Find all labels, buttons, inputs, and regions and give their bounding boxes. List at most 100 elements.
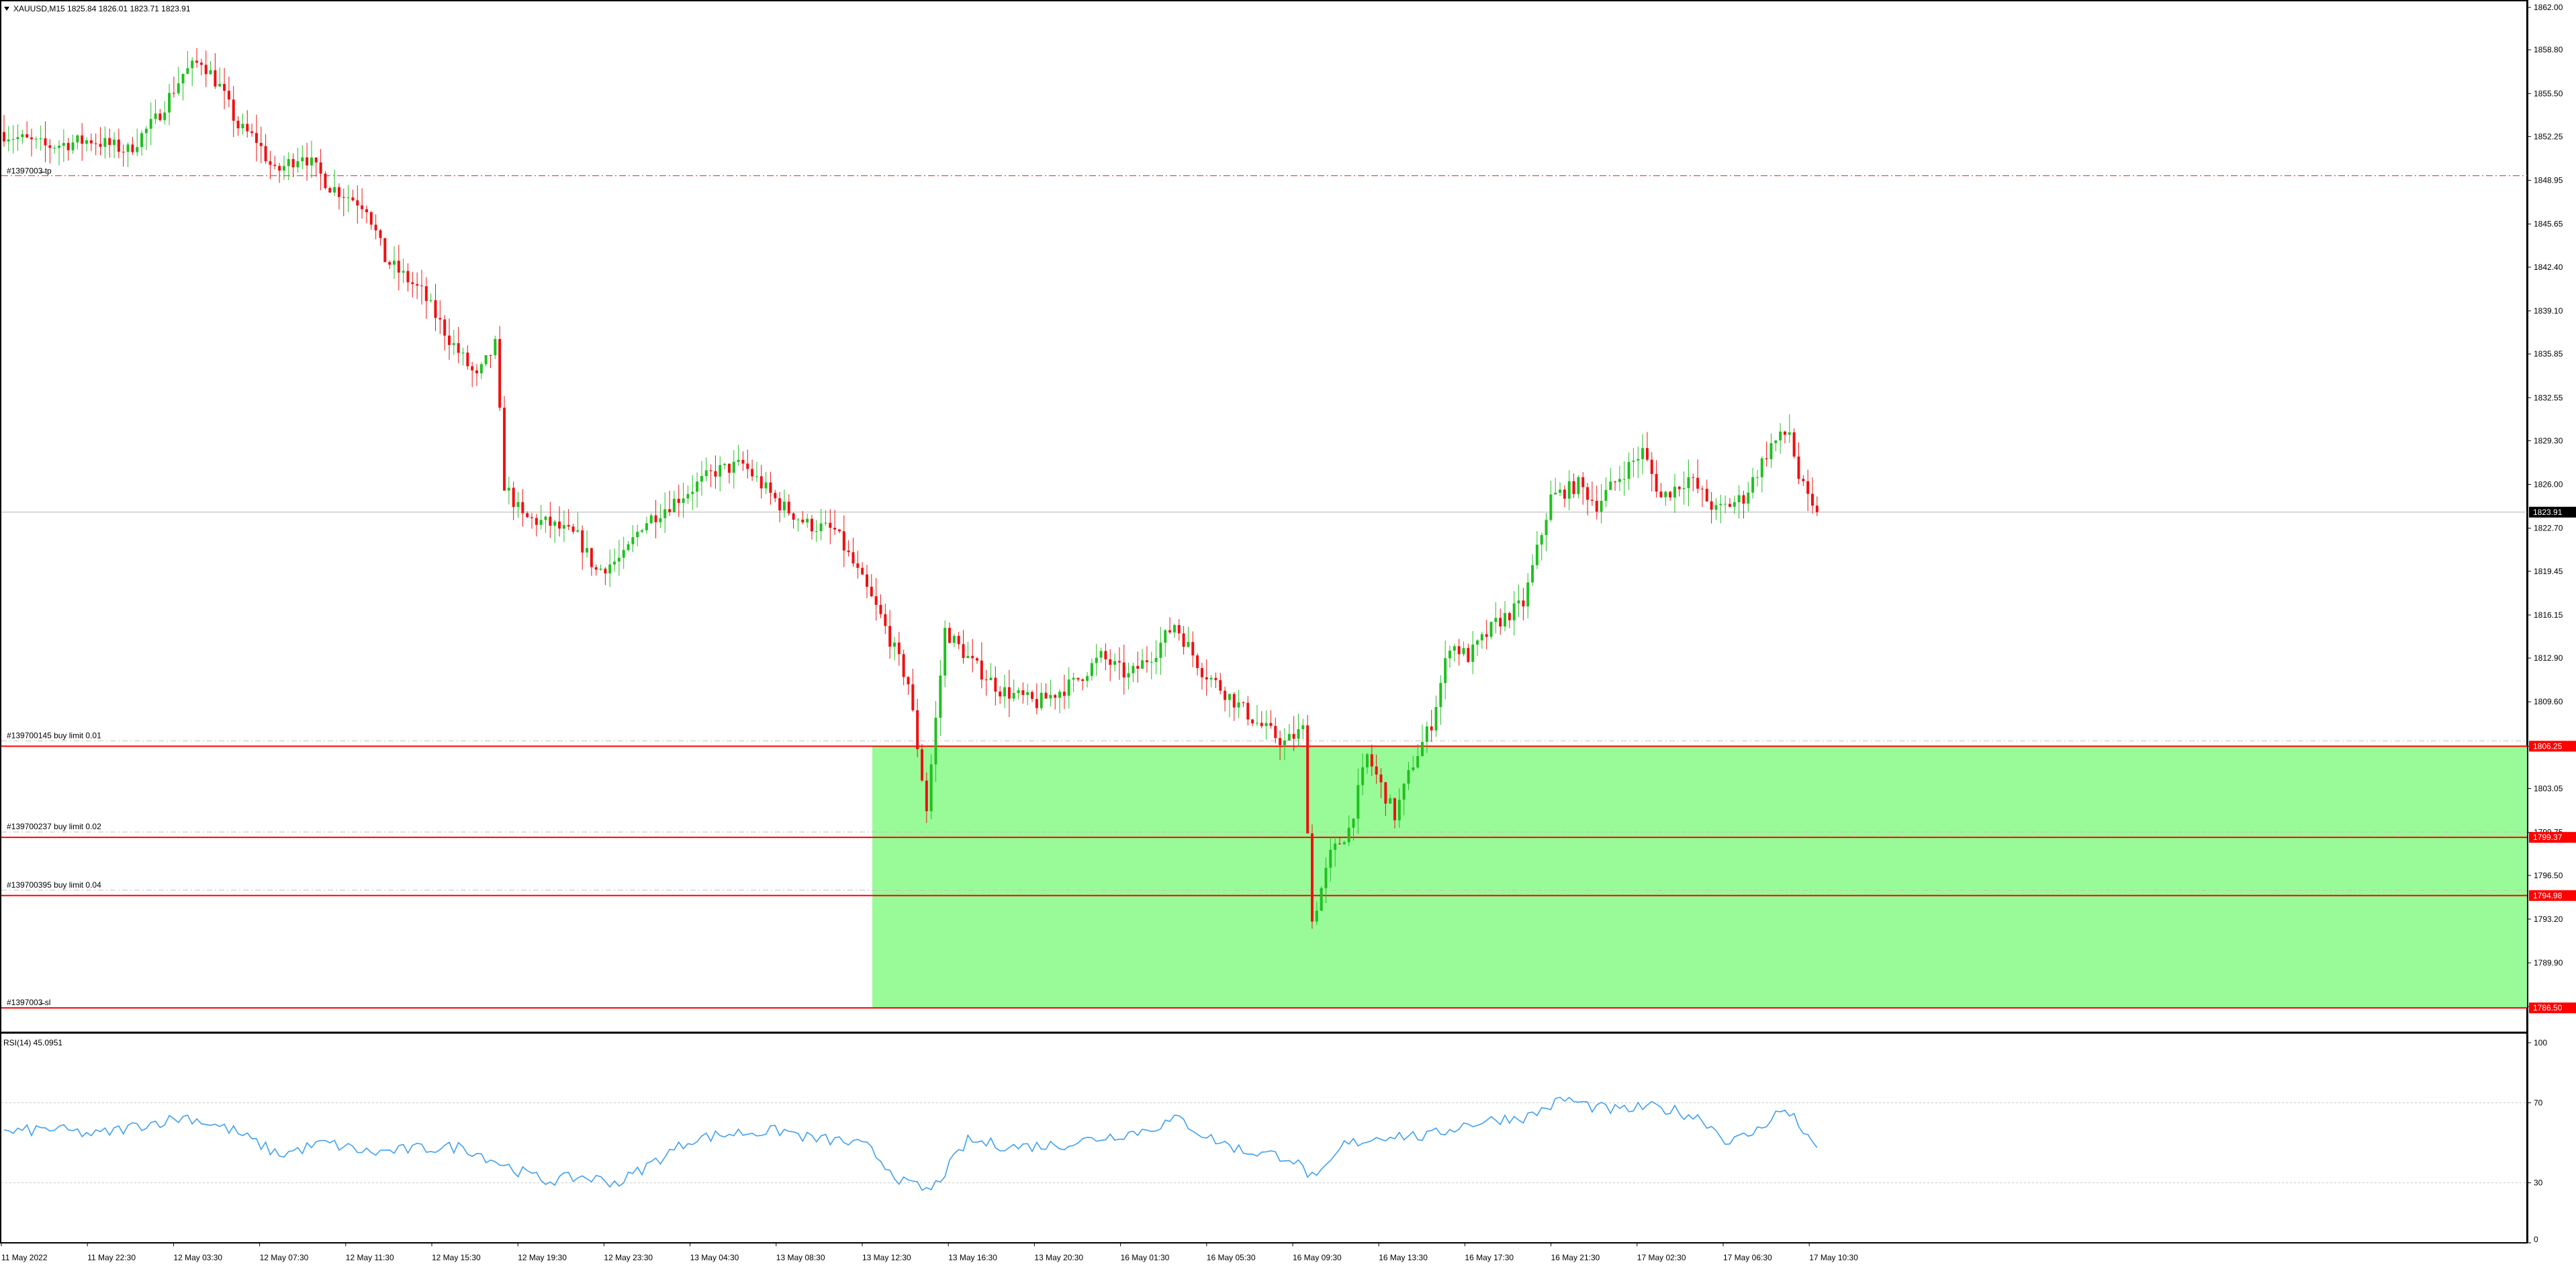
- candle-body: [361, 205, 364, 209]
- candle-body: [1705, 488, 1708, 502]
- candle-body: [966, 655, 970, 659]
- candle-body: [1255, 722, 1258, 724]
- candle-body: [1090, 663, 1093, 676]
- candle-body: [66, 142, 70, 150]
- candle-body: [1154, 657, 1158, 662]
- candle-body: [439, 318, 442, 320]
- candle-body: [1329, 849, 1332, 868]
- candle-body: [1788, 432, 1791, 435]
- time-tick-label: 16 May 05:30: [1207, 1253, 1256, 1262]
- candle-body: [581, 530, 584, 553]
- candle-body: [62, 142, 65, 146]
- candle-body: [737, 459, 740, 462]
- candle-body: [1673, 486, 1676, 498]
- candle-body: [1269, 722, 1273, 726]
- candle-body: [929, 764, 933, 812]
- candle-body: [337, 187, 340, 197]
- candle-body: [824, 522, 827, 524]
- candle-body: [1737, 495, 1741, 502]
- candle-body: [1026, 692, 1029, 696]
- candle-body: [149, 119, 152, 129]
- candle-body: [691, 491, 694, 494]
- candle-body: [58, 145, 61, 148]
- candle-body: [1297, 729, 1300, 739]
- price-tick-label: 1789.90: [2534, 958, 2563, 968]
- candle-body: [1342, 842, 1346, 845]
- candle-body: [420, 285, 423, 287]
- current-price-tag: 1823.91: [2533, 508, 2563, 517]
- candle-body: [1109, 659, 1112, 665]
- candle-body: [475, 370, 479, 374]
- candle-body: [1191, 642, 1195, 656]
- candle-body: [952, 636, 956, 643]
- candle-body: [1655, 473, 1658, 492]
- triangle-down-icon[interactable]: [4, 7, 9, 11]
- candle-body: [140, 133, 144, 148]
- candle-body: [232, 99, 235, 121]
- candle-body: [1664, 491, 1667, 498]
- time-tick-label: 12 May 11:30: [346, 1253, 394, 1262]
- candle-body: [484, 355, 488, 365]
- candle-body: [1659, 491, 1663, 498]
- candle-body: [641, 530, 644, 532]
- candle-body: [1567, 481, 1571, 499]
- candle-body: [1637, 459, 1640, 461]
- candle-body: [604, 568, 607, 574]
- stop-loss-label: #1397003̶̶ sl: [7, 998, 50, 1007]
- candle-body: [328, 188, 332, 193]
- candle-body: [1389, 798, 1392, 804]
- candle-body: [1747, 492, 1750, 504]
- candle-body: [48, 145, 52, 148]
- candle-body: [1246, 702, 1250, 720]
- candle-body: [1242, 702, 1245, 704]
- candle-body: [324, 173, 327, 189]
- price-tick-label: 1852.25: [2534, 132, 2563, 141]
- candle-body: [1113, 661, 1117, 665]
- candle-body: [1306, 725, 1309, 834]
- candle-body: [1444, 658, 1447, 684]
- time-tick-label: 17 May 06:30: [1723, 1253, 1772, 1262]
- candle-body: [1563, 489, 1566, 499]
- rsi-line: [3, 1096, 1818, 1191]
- price-tick-label: 1832.55: [2534, 393, 2563, 402]
- candle-body: [1062, 692, 1066, 696]
- candle-body: [782, 502, 786, 511]
- time-tick-label: 11 May 22:30: [87, 1253, 136, 1262]
- candle-body: [223, 83, 226, 91]
- candle-body: [1489, 622, 1493, 637]
- candle-body: [1237, 702, 1240, 708]
- candle-body: [333, 187, 336, 193]
- candle-body: [356, 200, 359, 206]
- time-tick-label: 11 May 2022: [1, 1253, 48, 1262]
- candle-body: [704, 470, 708, 477]
- candle-body: [1471, 645, 1475, 662]
- candle-body: [1742, 495, 1745, 504]
- candle-body: [1021, 690, 1025, 696]
- price-tick-label: 1842.40: [2534, 263, 2563, 272]
- time-tick-label: 13 May 08:30: [776, 1253, 825, 1262]
- candle-body: [434, 300, 437, 318]
- candle-body: [1334, 843, 1337, 850]
- candle-body: [1379, 774, 1383, 783]
- candle-body: [1356, 785, 1360, 819]
- time-tick-label: 12 May 19:30: [518, 1253, 567, 1262]
- candle-body: [562, 524, 565, 529]
- order-price-tag: 1799.37: [2533, 833, 2563, 842]
- candle-body: [1338, 843, 1341, 845]
- candle-body: [1504, 613, 1507, 626]
- candle-body: [842, 531, 845, 551]
- candle-body: [94, 143, 97, 144]
- candle-body: [549, 516, 552, 526]
- candle-body: [1572, 481, 1575, 494]
- candle-body: [76, 135, 79, 143]
- candle-body: [778, 498, 782, 511]
- candle-body: [539, 520, 543, 525]
- candle-body: [755, 476, 758, 477]
- price-tick-label: 1826.00: [2534, 480, 2563, 489]
- candle-body: [301, 157, 304, 162]
- candle-body: [30, 137, 34, 140]
- candle-body: [1122, 662, 1125, 677]
- candle-body: [682, 498, 685, 504]
- candle-body: [989, 677, 993, 681]
